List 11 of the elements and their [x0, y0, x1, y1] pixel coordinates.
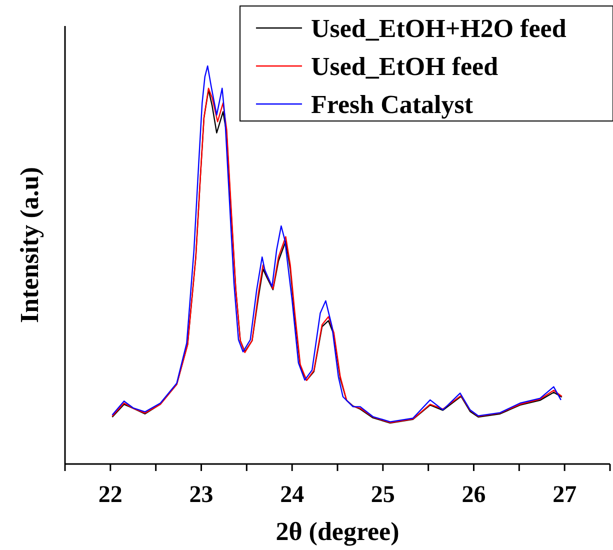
legend-label: Used_EtOH+H2O feed: [311, 14, 567, 43]
x-tick-label: 27: [552, 482, 577, 508]
x-tick-label: 22: [98, 482, 122, 508]
x-tick-label: 25: [370, 482, 395, 508]
x-tick-label: 24: [280, 482, 304, 508]
x-axis-title: 2θ (degree): [276, 517, 400, 546]
x-tick-label: 23: [189, 482, 214, 508]
x-tick-label: 26: [462, 482, 486, 508]
legend-label: Fresh Catalyst: [311, 90, 474, 119]
y-axis-title: Intensity (a.u): [15, 166, 44, 324]
legend-label: Used_EtOH feed: [311, 52, 499, 81]
